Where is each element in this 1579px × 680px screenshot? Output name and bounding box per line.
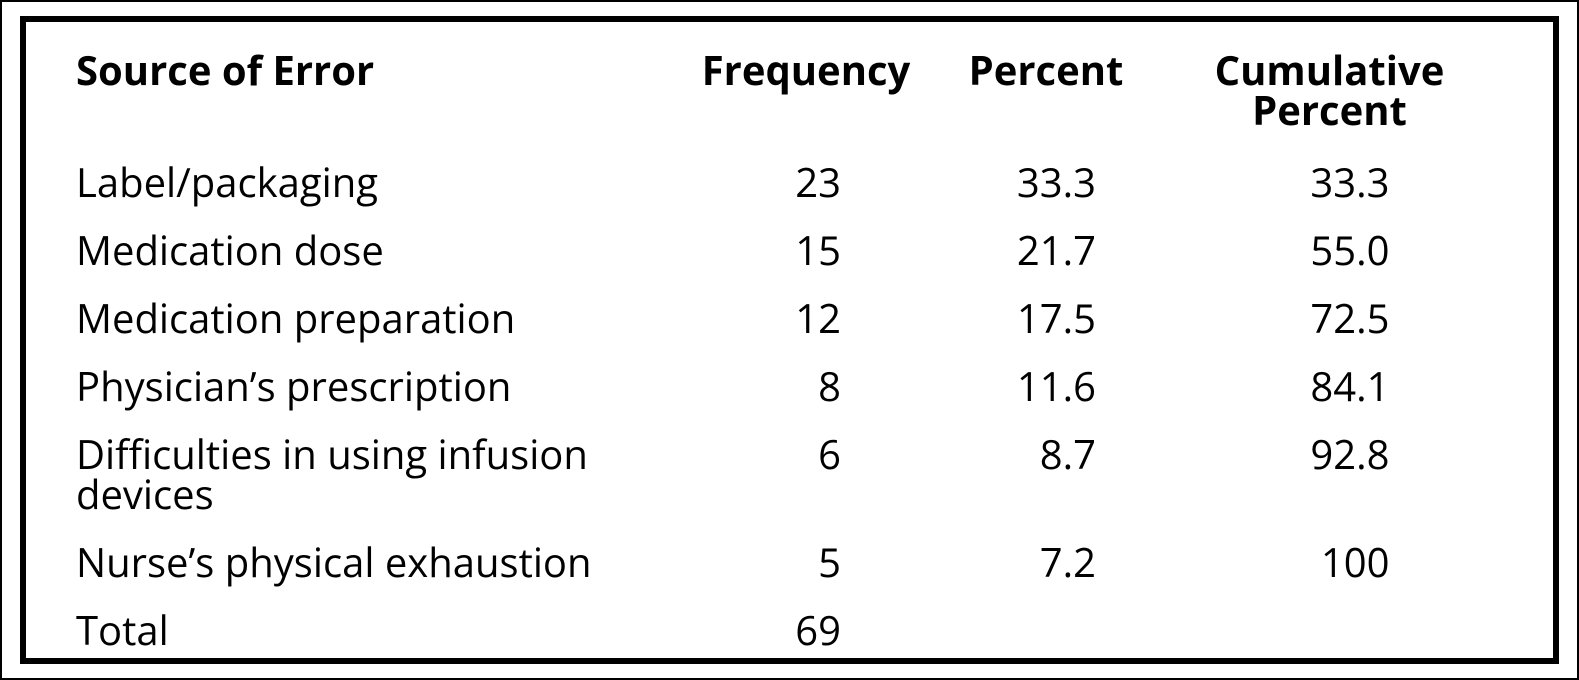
table-row: Medication dose 15 21.7 55.0 xyxy=(76,216,1503,284)
cell-cum-pct: 72.5 xyxy=(1156,284,1503,352)
cell-total-percent xyxy=(936,596,1156,664)
table-row: Medication preparation 12 17.5 72.5 xyxy=(76,284,1503,352)
cell-frequency: 12 xyxy=(676,284,936,352)
table-header-row: Source of Error Frequency Percent Cumula… xyxy=(76,50,1503,148)
col-header-percent: Percent xyxy=(936,50,1156,148)
cell-percent: 21.7 xyxy=(936,216,1156,284)
table-total-row: Total 69 xyxy=(76,596,1503,664)
table-row: Diﬃculties in using infusion devices 6 8… xyxy=(76,420,1503,528)
cell-frequency: 15 xyxy=(676,216,936,284)
cell-frequency: 6 xyxy=(676,420,936,528)
cell-frequency: 23 xyxy=(676,148,936,216)
cell-total-label: Total xyxy=(76,596,676,664)
col-header-frequency: Frequency xyxy=(676,50,936,148)
table-row: Nurse’s physical exhaustion 5 7.2 100 xyxy=(76,528,1503,596)
cell-total-frequency: 69 xyxy=(676,596,936,664)
cell-frequency: 5 xyxy=(676,528,936,596)
col-header-source: Source of Error xyxy=(76,50,676,148)
cell-percent: 8.7 xyxy=(936,420,1156,528)
cell-total-cum-pct xyxy=(1156,596,1503,664)
cell-cum-pct: 84.1 xyxy=(1156,352,1503,420)
cell-source: Diﬃculties in using infusion devices xyxy=(76,420,676,528)
cell-percent: 17.5 xyxy=(936,284,1156,352)
cell-cum-pct: 33.3 xyxy=(1156,148,1503,216)
table-inner-frame: Source of Error Frequency Percent Cumula… xyxy=(20,16,1559,664)
cell-source: Nurse’s physical exhaustion xyxy=(76,528,676,596)
cell-cum-pct: 92.8 xyxy=(1156,420,1503,528)
error-source-table: Source of Error Frequency Percent Cumula… xyxy=(76,50,1503,664)
cell-percent: 11.6 xyxy=(936,352,1156,420)
cell-percent: 7.2 xyxy=(936,528,1156,596)
col-header-cum-pct: Cumulative Percent xyxy=(1156,50,1503,148)
cell-source: Physician’s prescription xyxy=(76,352,676,420)
table-outer-frame: Source of Error Frequency Percent Cumula… xyxy=(0,0,1579,680)
table-row: Physician’s prescription 8 11.6 84.1 xyxy=(76,352,1503,420)
cell-percent: 33.3 xyxy=(936,148,1156,216)
table-row: Label/packaging 23 33.3 33.3 xyxy=(76,148,1503,216)
cell-cum-pct: 55.0 xyxy=(1156,216,1503,284)
cell-frequency: 8 xyxy=(676,352,936,420)
cell-source: Medication preparation xyxy=(76,284,676,352)
cell-source: Medication dose xyxy=(76,216,676,284)
cell-cum-pct: 100 xyxy=(1156,528,1503,596)
cell-source: Label/packaging xyxy=(76,148,676,216)
